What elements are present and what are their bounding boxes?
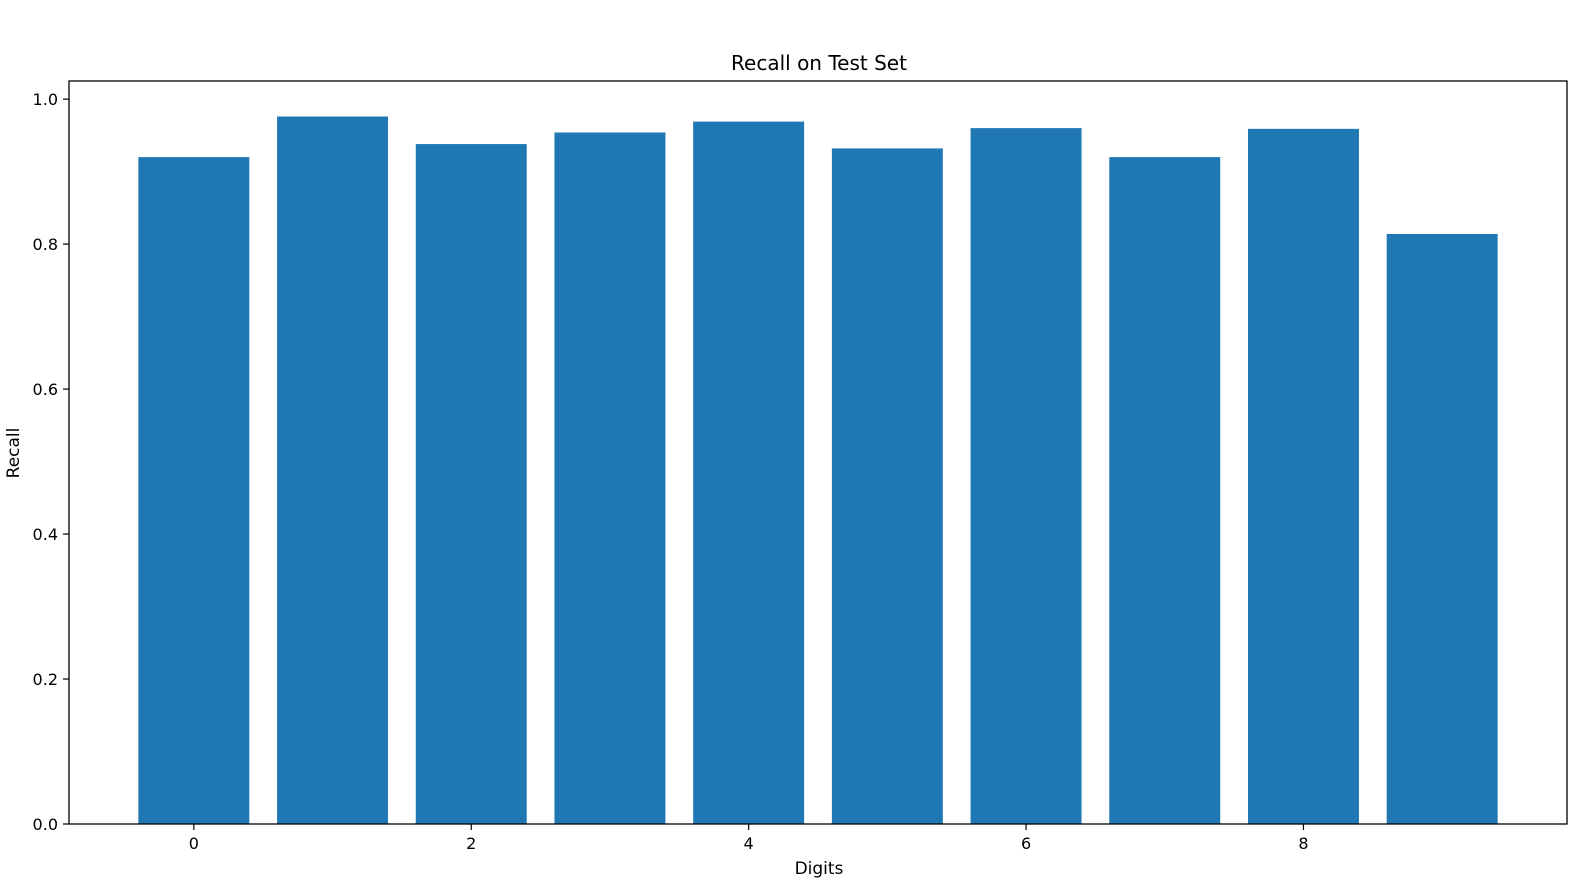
x-tick-label: 8 <box>1298 834 1308 853</box>
bar-digit-4 <box>693 121 805 825</box>
y-tick-label: 0.0 <box>33 815 58 834</box>
x-tick-label: 2 <box>466 834 476 853</box>
bar-digit-8 <box>1247 128 1359 825</box>
y-tick-label: 0.8 <box>33 235 58 254</box>
bar-digit-7 <box>1109 157 1221 825</box>
y-tick-label: 0.2 <box>33 670 58 689</box>
x-axis-label: Digits <box>795 859 844 879</box>
x-axis-ticks: 0 2 4 6 8 <box>189 824 1309 853</box>
bar-digit-9 <box>1386 233 1498 824</box>
y-tick-label: 0.4 <box>33 525 58 544</box>
plot-frame <box>68 80 1568 825</box>
bar-digit-1 <box>277 116 389 824</box>
bar-digit-3 <box>554 132 666 825</box>
bar-digit-6 <box>970 128 1082 825</box>
y-tick-label: 1.0 <box>33 90 58 109</box>
bar-digit-0 <box>138 157 250 825</box>
bars-group <box>138 116 1498 825</box>
x-tick-label: 4 <box>744 834 754 853</box>
chart-title: Recall on Test Set <box>731 51 907 75</box>
bar-digit-5 <box>831 148 943 824</box>
y-tick-label: 0.6 <box>33 380 58 399</box>
x-tick-label: 6 <box>1021 834 1031 853</box>
y-axis-label: Recall <box>4 428 24 479</box>
x-tick-label: 0 <box>189 834 199 853</box>
bar-digit-2 <box>415 144 527 824</box>
y-axis-ticks: 0.0 0.2 0.4 0.6 0.8 1.0 <box>33 90 69 834</box>
